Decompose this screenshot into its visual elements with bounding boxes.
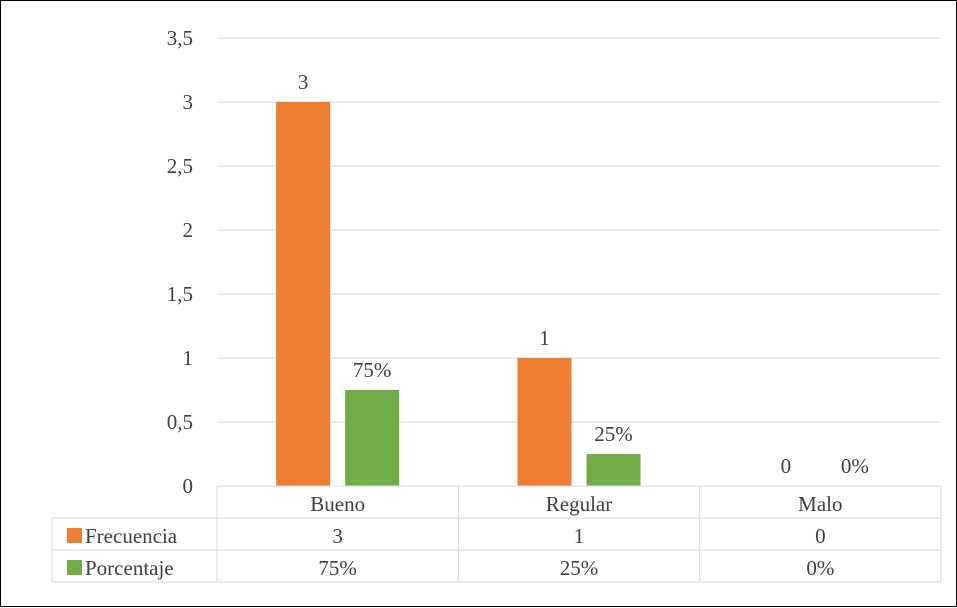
- data-label: 3: [298, 70, 309, 94]
- legend-swatch: [67, 560, 82, 575]
- data-label: 1: [539, 326, 550, 350]
- bar: [276, 102, 331, 486]
- table-cell: 25%: [560, 556, 599, 580]
- legend-label: Frecuencia: [85, 524, 178, 548]
- table-cell: 0: [815, 524, 826, 548]
- table-cell: 1: [574, 524, 585, 548]
- bar: [517, 358, 572, 486]
- category-label: Malo: [798, 492, 842, 516]
- data-label: 0%: [841, 454, 869, 478]
- data-label: 75%: [353, 358, 392, 382]
- y-tick-label: 3,5: [167, 26, 193, 50]
- legend-label: Porcentaje: [85, 556, 174, 580]
- category-label: Bueno: [310, 492, 365, 516]
- table-cell: 75%: [318, 556, 357, 580]
- y-tick-label: 0,5: [167, 410, 193, 434]
- y-tick-label: 1: [183, 346, 194, 370]
- y-tick-label: 0: [183, 474, 194, 498]
- bar: [345, 390, 400, 486]
- category-label: Regular: [546, 492, 612, 516]
- y-tick-label: 2,5: [167, 154, 193, 178]
- bar: [586, 454, 641, 486]
- table-cell: 3: [332, 524, 343, 548]
- y-tick-label: 3: [183, 90, 194, 114]
- data-label: 25%: [594, 422, 633, 446]
- legend-swatch: [67, 528, 82, 543]
- y-tick-label: 1,5: [167, 282, 193, 306]
- y-tick-label: 2: [183, 218, 194, 242]
- data-label: 0: [781, 454, 792, 478]
- table-cell: 0%: [806, 556, 834, 580]
